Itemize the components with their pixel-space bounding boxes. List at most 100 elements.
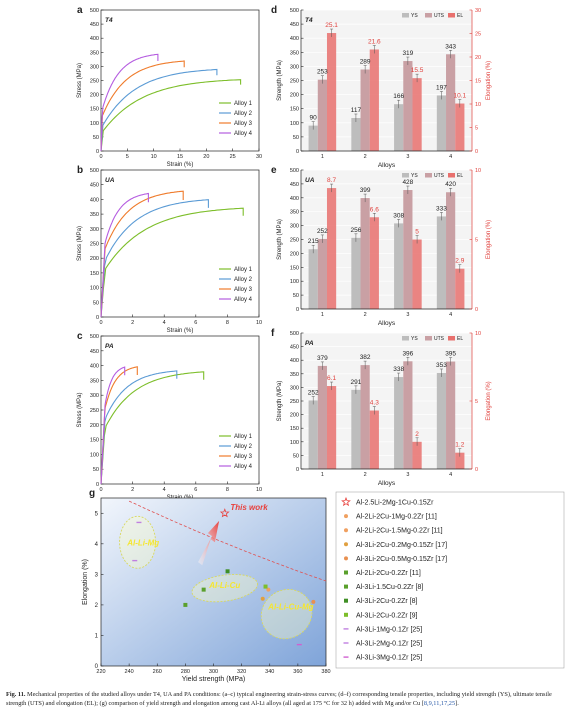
curve-alloy-4: [100, 192, 149, 318]
legend-label: Alloy 1: [234, 267, 253, 273]
improvement-arrow: [198, 520, 220, 566]
x-tick-label: 0: [99, 320, 102, 326]
legend-label: Alloy 2: [234, 444, 253, 450]
category-label: 4: [449, 472, 452, 478]
legend-swatch: [448, 336, 455, 341]
x-tick-label: 260: [153, 669, 162, 675]
curve-alloy-1: [100, 207, 244, 318]
y-tick-label: 50: [293, 135, 299, 141]
data-label-el: 8.7: [327, 177, 336, 184]
legend-swatch: [425, 13, 432, 18]
panel-letter: f: [271, 328, 275, 339]
y-tick-label: 1: [95, 633, 99, 639]
category-label: 2: [364, 154, 367, 160]
category-label: 1: [321, 154, 324, 160]
y-tick-label: 50: [93, 300, 99, 306]
y-tick-label: 150: [90, 271, 99, 277]
y-tick-label: 250: [290, 238, 299, 244]
y-tick-label: 3: [95, 572, 99, 578]
legend-marker: [344, 542, 348, 547]
data-label-uts: 252: [317, 228, 328, 235]
category-label: 3: [406, 472, 409, 478]
legend-entry: Al-3Li-2Cu-0.2Zr [8]: [356, 598, 418, 605]
bar-el: [455, 452, 465, 469]
caption-text: Mechanical properties of the studied all…: [6, 691, 552, 707]
caption-tail: ].: [455, 699, 459, 707]
data-label-uts: 319: [402, 50, 413, 57]
y-tick-label: 250: [90, 79, 99, 85]
bar-el: [326, 188, 337, 309]
plot-frame: [100, 9, 260, 152]
data-point-7: [225, 569, 230, 574]
caption-refs[interactable]: 8,9,11,17,25: [423, 699, 456, 707]
x-tick-label: 25: [230, 154, 236, 160]
legend-marker: [344, 584, 348, 589]
data-label-uts: 428: [402, 179, 413, 186]
x-tick-label: 15: [177, 154, 183, 160]
x-tick-label: 340: [265, 669, 274, 675]
category-label: 4: [449, 154, 452, 160]
panel-d: 90 253 25.1 1 117 289 21.6 2 166 319 15.5 3 197 343 10…: [271, 5, 492, 169]
data-point-4: [311, 599, 316, 604]
y-tick-label: 300: [90, 64, 99, 70]
data-point-8: [263, 584, 268, 589]
data-label-uts: 379: [317, 355, 328, 362]
x-axis-label: Alloys: [378, 480, 396, 487]
y-tick-label: 450: [90, 349, 99, 355]
y2-tick-label: 0: [475, 149, 478, 155]
data-label-uts: 253: [317, 69, 328, 76]
bar-el: [412, 441, 422, 469]
data-label-uts: 382: [360, 354, 371, 361]
bar-uts: [403, 61, 413, 151]
data-label-el: 21.6: [368, 38, 381, 45]
panel-c: 0 50 100 150 200 250 300 350 400 450 500 0 2 4 6 8 10 c PA…: [77, 331, 262, 501]
curve-alloy-2: [100, 370, 178, 485]
data-label-ys: 90: [310, 115, 318, 122]
data-label-ys: 333: [436, 205, 447, 212]
data-label-el: 1.2: [455, 442, 464, 449]
panel-condition: T4: [105, 17, 113, 24]
y-tick-label: 500: [90, 8, 99, 14]
curve-alloy-3: [100, 190, 184, 318]
x-tick-label: 360: [293, 669, 302, 675]
y-tick-label: 400: [90, 197, 99, 203]
category-label: 1: [321, 472, 324, 478]
legend-entry: Al-3Li-2Cu-0.2Mg-0.15Zr [17]: [356, 542, 447, 549]
data-label-el: 2.9: [455, 258, 464, 265]
data-label-uts: 395: [445, 351, 456, 358]
y-tick-label: 350: [290, 372, 299, 378]
bar-uts: [446, 361, 456, 469]
data-label-el: 6.6: [370, 206, 379, 213]
y-tick-label: 100: [290, 121, 299, 127]
y2-axis-label: Elongation (%): [486, 220, 492, 259]
x-axis-label: Strain (%): [167, 328, 194, 334]
curve-alloy-3: [100, 366, 138, 485]
legend-label: YS: [411, 13, 418, 19]
data-label-el: 4.3: [370, 400, 379, 407]
x-axis-label: Yield strength (MPa): [182, 676, 246, 683]
legend-entry: Al-3Li-2Mg-0.1Zr [25]: [356, 641, 422, 648]
y-tick-label: 500: [290, 8, 299, 14]
legend-label: Alloy 2: [234, 277, 253, 283]
bar-uts: [403, 190, 413, 309]
curve-alloy-3: [100, 60, 185, 152]
group-al-li-cu: [191, 573, 258, 603]
group-al-li-cu-mg: [260, 588, 313, 640]
data-label-ys: 256: [350, 227, 361, 234]
bar-uts: [360, 198, 370, 309]
y-tick-label: 350: [90, 378, 99, 384]
bar-uts: [317, 238, 327, 309]
y2-tick-label: 30: [475, 8, 481, 14]
panel-letter: e: [271, 165, 277, 176]
legend-swatch: [402, 13, 409, 18]
bar-ys: [351, 237, 361, 309]
y-tick-label: 50: [293, 453, 299, 459]
y-tick-label: 500: [90, 168, 99, 174]
legend-label: Alloy 4: [234, 464, 253, 470]
legend-label: Alloy 3: [234, 454, 253, 460]
data-point-2: [266, 587, 271, 592]
data-point-3: [260, 596, 265, 601]
this-work-label: This work: [230, 503, 268, 512]
